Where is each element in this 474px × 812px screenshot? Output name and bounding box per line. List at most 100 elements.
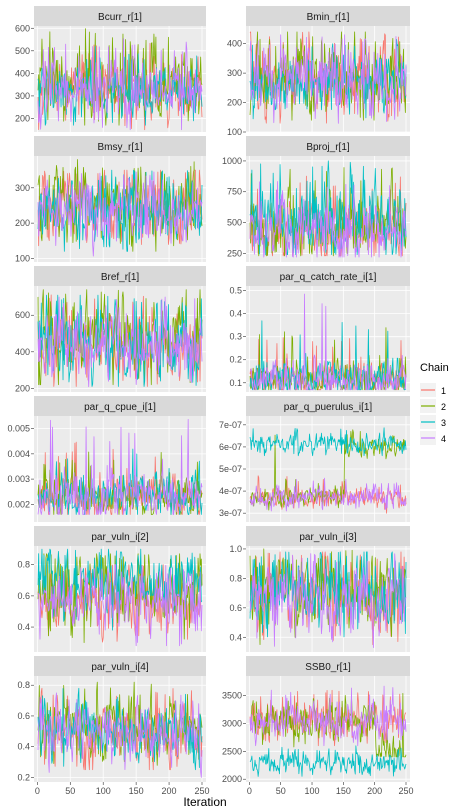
trace-chain-1: [249, 475, 407, 514]
trace-chain-4: [37, 692, 203, 778]
y-tick-label: 200: [15, 113, 30, 123]
y-tick-label: 500: [227, 218, 242, 228]
legend-label: 3: [441, 418, 446, 428]
y-tick-label: 300: [227, 68, 242, 78]
x-tick-label: 50: [276, 786, 286, 796]
y-tick-label: 1000: [222, 156, 242, 166]
y-tick-label: 0.004: [7, 449, 30, 459]
y-tick-label: 0.4: [17, 622, 30, 632]
y-tick-label: 100: [15, 253, 30, 263]
y-tick-label: 2500: [222, 746, 242, 756]
y-tick-label: 0.1: [229, 378, 242, 388]
x-axis-title: Iteration: [183, 795, 226, 809]
legend-label: 4: [441, 434, 446, 444]
y-tick-label: 300: [15, 91, 30, 101]
facet-strip: [246, 136, 410, 156]
y-tick-label: 0.6: [229, 603, 242, 613]
y-tick-label: 0.005: [7, 424, 30, 434]
facet-panel: par_q_cpue_i[1] 0.002 0.003 0.004 0.005: [7, 396, 206, 522]
trace-chain-4: [249, 685, 407, 747]
facet-title: par_vuln_i[3]: [299, 532, 356, 543]
facet-panel: Bcurr_r[1] 200 300 400 500 600: [15, 6, 206, 132]
y-tick-label: 3000: [222, 718, 242, 728]
y-tick-label: 0.2: [17, 772, 30, 782]
trace-chain-2: [249, 548, 407, 646]
y-tick-label: 400: [227, 39, 242, 49]
facet-title: par_q_cpue_i[1]: [84, 402, 156, 413]
y-tick-label: 6e-07: [219, 442, 242, 452]
facet-title: par_vuln_i[2]: [91, 532, 148, 543]
x-tick-label: 50: [65, 786, 75, 796]
facet-title: Bproj_r[1]: [306, 142, 350, 153]
facet-panel: par_q_puerulus_i[1] 3e-07 4e-07 5e-07 6e-07 7…: [219, 396, 410, 522]
legend-label: 1: [441, 386, 446, 396]
y-tick-label: 2000: [222, 774, 242, 784]
facet-panel: Bref_r[1] 200 400 600: [15, 266, 206, 393]
x-tick-label: 0: [35, 786, 40, 796]
trace-chain-4: [249, 477, 407, 512]
trace-chain-4: [249, 293, 407, 391]
y-tick-label: 300: [15, 183, 30, 193]
facet-panel: par_vuln_i[3] 0.4 0.6 0.8 1.0: [229, 526, 410, 652]
y-tick-label: 200: [15, 383, 30, 393]
facet-strip: [246, 6, 410, 26]
facet-title: par_vuln_i[4]: [91, 662, 148, 673]
y-tick-label: 0.6: [17, 591, 30, 601]
y-tick-label: 250: [227, 248, 242, 258]
legend-title: Chain: [420, 362, 449, 374]
y-tick-label: 7e-07: [219, 420, 242, 430]
facet-title: Bref_r[1]: [101, 272, 140, 283]
trace-chain-3: [37, 448, 203, 515]
trace-chain-3: [249, 427, 407, 457]
facet-strip: [34, 396, 206, 416]
facet-strip: [246, 656, 410, 676]
y-tick-label: 0.6: [17, 711, 30, 721]
facet-strip: [34, 6, 206, 26]
facet-strip: [34, 266, 206, 286]
y-tick-label: 500: [15, 46, 30, 56]
trace-chain-4: [37, 564, 203, 647]
facet-title: par_q_puerulus_i[1]: [284, 402, 373, 413]
facet-panel: par_vuln_i[4] 0.2 0.4 0.6 0.8 0 50 100 150 200 250: [17, 656, 210, 796]
trace-chain-3: [37, 294, 203, 387]
y-tick-label: 0.4: [17, 742, 30, 752]
y-tick-label: 0.002: [7, 499, 30, 509]
x-tick-label: 100: [96, 786, 111, 796]
y-tick-label: 400: [15, 68, 30, 78]
y-tick-label: 0.4: [229, 632, 242, 642]
y-tick-label: 100: [227, 127, 242, 137]
x-tick-label: 250: [398, 786, 413, 796]
facet-strip: [246, 266, 410, 286]
facet-strip: [34, 526, 206, 546]
facet-title: Bmin_r[1]: [307, 12, 350, 23]
y-tick-label: 0.8: [229, 573, 242, 583]
trace-chain-2: [37, 681, 203, 766]
facet-title: SSB0_r[1]: [305, 662, 351, 673]
trace-chain-2: [37, 289, 203, 386]
trace-chain-4: [37, 419, 203, 515]
trace-chain-4: [37, 296, 203, 388]
y-tick-label: 0.003: [7, 474, 30, 484]
y-tick-label: 200: [227, 98, 242, 108]
x-tick-label: 150: [336, 786, 351, 796]
facet-strip: [34, 656, 206, 676]
y-tick-label: 600: [15, 23, 30, 33]
facet-strip: [34, 136, 206, 156]
x-tick-label: 200: [367, 786, 382, 796]
facet-panel: Bmsy_r[1] 100 200 300: [15, 136, 206, 263]
facet-panel: par_vuln_i[2] 0.4 0.6 0.8: [17, 526, 206, 652]
x-tick-label: 100: [305, 786, 320, 796]
facet-strip: [246, 396, 410, 416]
y-tick-label: 5e-07: [219, 464, 242, 474]
y-tick-label: 0.2: [229, 355, 242, 365]
y-tick-label: 3e-07: [219, 508, 242, 518]
y-tick-label: 0.3: [229, 332, 242, 342]
x-tick-label: 250: [194, 786, 209, 796]
facet-panel: Bproj_r[1] 250 500 750 1000: [222, 136, 410, 262]
trace-chain-4: [249, 34, 407, 124]
x-tick-label: 0: [247, 786, 252, 796]
y-tick-label: 0.5: [229, 286, 242, 296]
legend-label: 2: [441, 402, 446, 412]
y-tick-label: 1.0: [229, 544, 242, 554]
